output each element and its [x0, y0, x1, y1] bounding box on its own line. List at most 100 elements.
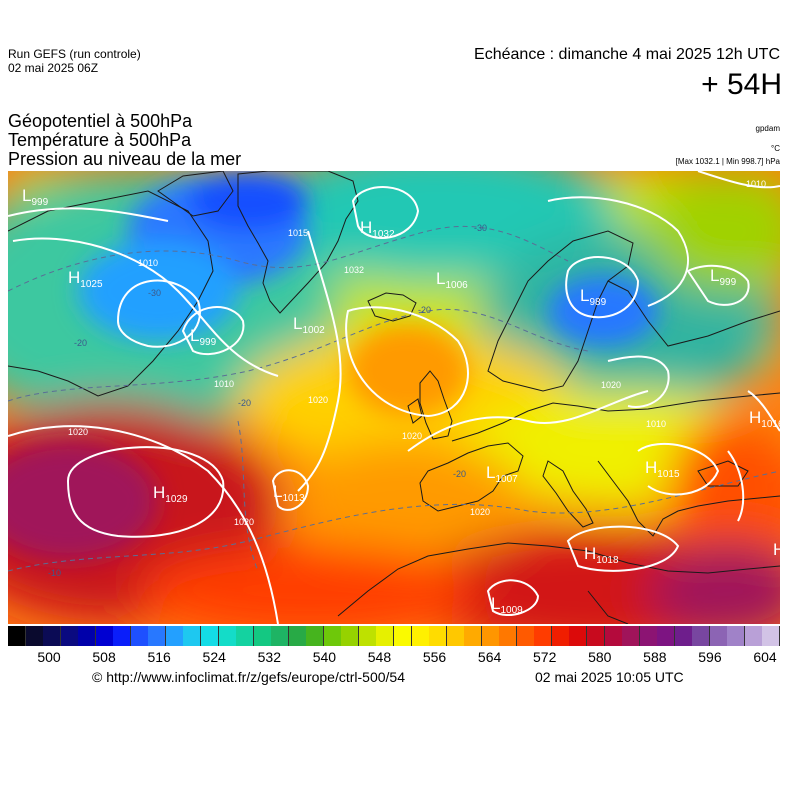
colorbar-swatch	[622, 626, 641, 646]
isobar-value-labels: 1020 1020 1020 1020 1010 1010 1015 1032 1010 1020…	[68, 179, 766, 527]
colorbar-tick-label: 508	[92, 649, 116, 665]
colorbar-swatch	[516, 626, 535, 646]
pressure-center-high: H1015	[645, 458, 680, 480]
colorbar-tick-label: 604	[753, 649, 777, 665]
colorbar-swatch	[394, 626, 413, 646]
isotherm-label: -20	[74, 338, 87, 348]
colorbar-swatch	[165, 626, 184, 646]
isobar-label: 1010	[214, 379, 234, 389]
colorbar-swatch	[639, 626, 658, 646]
colorbar-swatch	[60, 626, 79, 646]
colorbar-swatch	[551, 626, 570, 646]
isotherm-label: -30	[474, 223, 487, 233]
colorbar-tick-label: 572	[533, 649, 557, 665]
colorbar-tick-label: 580	[588, 649, 612, 665]
run-label: Run GEFS (run controle)	[8, 47, 141, 61]
temperature-isotherms	[8, 225, 780, 572]
pressure-center-labels: L999 H1025 L999 H1032 L1002 L1006 L989 L999 H102…	[22, 186, 780, 616]
colorbar-tick-label: 500	[37, 649, 61, 665]
colorbar-swatch	[113, 626, 132, 646]
colorbar-swatch	[429, 626, 448, 646]
isobar-label: 1010	[138, 258, 158, 268]
colorbar-swatch	[411, 626, 430, 646]
pressure-center-low: L1002	[293, 314, 325, 336]
colorbar-swatch	[95, 626, 114, 646]
colorbar-swatch	[148, 626, 167, 646]
colorbar-swatch	[709, 626, 728, 646]
colorbar-swatch	[78, 626, 97, 646]
colorbar	[8, 626, 781, 646]
colorbar-swatch	[744, 626, 763, 646]
colorbar-tick-label: 556	[422, 649, 447, 665]
colorbar-swatch	[499, 626, 518, 646]
param-pressure: Pression au niveau de la mer	[8, 149, 242, 169]
colorbar-tick-label: 540	[312, 649, 337, 665]
param-temperature: Température à 500hPa	[8, 130, 192, 150]
colorbar-swatch	[692, 626, 711, 646]
colorbar-tick-label: 548	[367, 649, 392, 665]
pressure-center-low: L1006	[436, 269, 468, 291]
pressure-center-high: H1018	[584, 544, 619, 566]
colorbar-swatch	[306, 626, 325, 646]
pressure-center-high: H10	[773, 540, 780, 562]
colorbar-swatch	[604, 626, 623, 646]
isobars	[8, 171, 780, 624]
colorbar-swatch	[25, 626, 44, 646]
coastlines	[8, 171, 780, 624]
pressure-center-low: L999	[710, 266, 737, 288]
pressure-center-low: L999	[190, 326, 217, 348]
colorbar-swatch	[323, 626, 342, 646]
isotherm-label: -20	[418, 305, 431, 315]
isobar-label: 1020	[402, 431, 422, 441]
forecast-valid-time: Echéance : dimanche 4 mai 2025 12h UTC	[474, 46, 780, 63]
colorbar-swatch	[587, 626, 606, 646]
pressure-center-low: L1007	[486, 463, 518, 485]
colorbar-swatch	[727, 626, 746, 646]
colorbar-swatch	[446, 626, 465, 646]
colorbar-swatch	[130, 626, 149, 646]
weather-map: L999 H1025 L999 H1032 L1002 L1006 L989 L999 H102…	[8, 171, 780, 624]
colorbar-swatch	[236, 626, 255, 646]
colorbar-tick-label: 532	[257, 649, 281, 665]
isobar-label: 1010	[746, 179, 766, 189]
pressure-center-low: L1013	[273, 482, 305, 504]
pressure-center-high: H1025	[68, 268, 103, 290]
pressure-center-low: L989	[580, 286, 607, 308]
isotherm-label: -20	[238, 398, 251, 408]
unit-geopotential: gpdam	[755, 124, 780, 133]
generated-time: 02 mai 2025 10:05 UTC	[535, 669, 684, 685]
colorbar-swatch	[43, 626, 62, 646]
isobar-label: 1015	[288, 228, 308, 238]
pressure-center-low: L999	[22, 186, 49, 208]
isobar-label: 1020	[601, 380, 621, 390]
run-time: 02 mai 2025 06Z	[8, 61, 99, 75]
isobar-label: 1020	[234, 517, 254, 527]
colorbar-swatch	[569, 626, 588, 646]
colorbar-swatch	[762, 626, 781, 646]
isobar-label: 1020	[470, 507, 490, 517]
isobar-label: 1020	[68, 427, 88, 437]
colorbar-swatch	[8, 626, 27, 646]
temperature-field	[8, 171, 780, 624]
forecast-lead-time: + 54H	[701, 68, 782, 101]
colorbar-swatch	[253, 626, 272, 646]
colorbar-tick-label: 516	[147, 649, 171, 665]
param-geopotential: Géopotentiel à 500hPa	[8, 111, 193, 131]
isotherm-label: -10	[48, 568, 61, 578]
pressure-center-high: H1032	[360, 218, 395, 240]
colorbar-swatch	[218, 626, 237, 646]
colorbar-tick-label: 524	[202, 649, 226, 665]
colorbar-swatch	[358, 626, 377, 646]
colorbar-tick-label: 588	[643, 649, 667, 665]
source-url: © http://www.infoclimat.fr/z/gefs/europe…	[92, 669, 406, 685]
colorbar-swatch	[534, 626, 553, 646]
unit-temperature: °C	[771, 144, 780, 153]
colorbar-swatch	[201, 626, 220, 646]
colorbar-swatch	[271, 626, 290, 646]
pressure-center-high: H1016	[749, 408, 780, 430]
colorbar-swatch	[464, 626, 483, 646]
isobar-label: 1020	[308, 395, 328, 405]
isotherm-label: -20	[453, 469, 466, 479]
colorbar-swatch	[183, 626, 202, 646]
isotherm-label: -30	[148, 288, 161, 298]
